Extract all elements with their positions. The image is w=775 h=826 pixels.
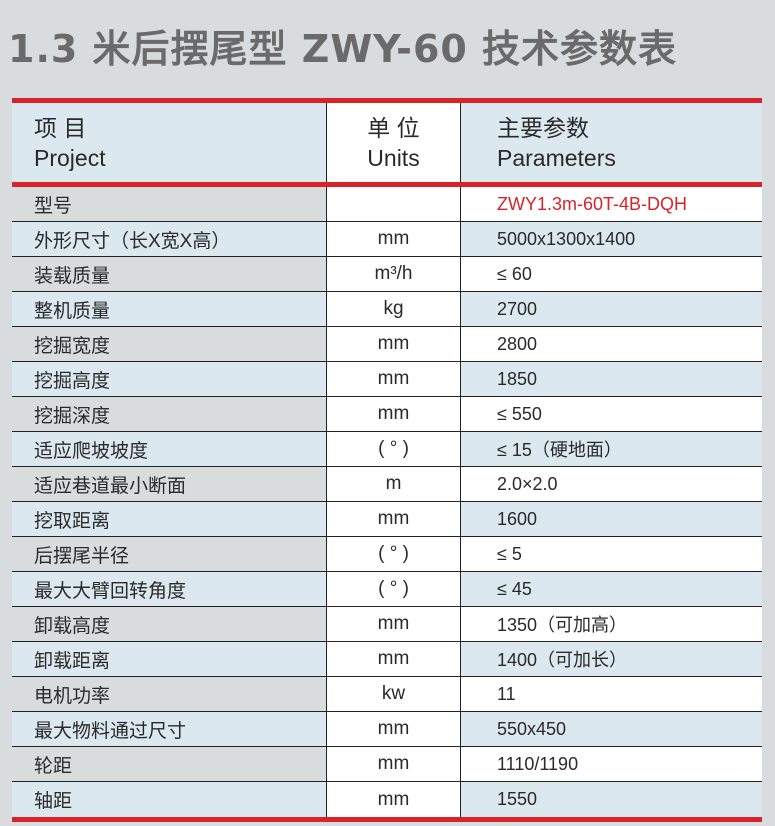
unit-cell: mm (327, 362, 461, 396)
item-cell: 最大大臂回转角度 (12, 572, 327, 606)
value-cell: 1350（可加高） (461, 607, 762, 641)
unit-cell: mm (327, 712, 461, 746)
value-cell: 2.0×2.0 (461, 467, 762, 501)
value-cell: 550x450 (461, 712, 762, 746)
table-row: 挖掘宽度 mm 2800 (12, 327, 762, 362)
value-cell: ZWY1.3m-60T-4B-DQH (461, 187, 762, 221)
table-row: 适应爬坡坡度( ° ) ≤ 15（硬地面） (12, 432, 762, 467)
table-row: 卸载高度 mm 1350（可加高） (12, 607, 762, 642)
header-params-en: Parameters (497, 144, 616, 171)
table-row: 轴距 mm 1550 (12, 782, 762, 817)
value-cell: ≤ 45 (461, 572, 762, 606)
unit-cell: mm (327, 607, 461, 641)
unit-cell: mm (327, 747, 461, 781)
item-cell: 挖掘宽度 (12, 327, 327, 361)
table-row: 型号 ZWY1.3m-60T-4B-DQH (12, 187, 762, 222)
unit-cell: m (327, 467, 461, 501)
spec-table: 项 目 Project 单 位 Units 主要参数 Parameters 型号… (12, 98, 762, 822)
unit-cell: m³/h (327, 257, 461, 291)
table-row: 挖取距离 mm 1600 (12, 502, 762, 537)
table-row: 装载质量 m³/h ≤ 60 (12, 257, 762, 292)
table-row: 卸载距离 mm 1400（可加长） (12, 642, 762, 677)
unit-cell: mm (327, 782, 461, 817)
header-units-cn: 单 位 (367, 114, 420, 141)
table-row: 最大物料通过尺寸 mm 550x450 (12, 712, 762, 747)
header-params-cn: 主要参数 (497, 114, 589, 141)
table-row: 适应巷道最小断面 m 2.0×2.0 (12, 467, 762, 502)
item-cell: 挖掘高度 (12, 362, 327, 396)
unit-cell: kw (327, 677, 461, 711)
header-units-en: Units (367, 144, 420, 171)
item-cell: 轮距 (12, 747, 327, 781)
item-cell: 整机质量 (12, 292, 327, 326)
header-units: 单 位 Units (327, 103, 461, 182)
item-cell: 电机功率 (12, 677, 327, 711)
table-row: 轮距 mm 1110/1190 (12, 747, 762, 782)
table-row: 整机质量 kg 2700 (12, 292, 762, 327)
value-cell: 1850 (461, 362, 762, 396)
value-cell: 11 (461, 677, 762, 711)
unit-cell: mm (327, 502, 461, 536)
item-cell: 后摆尾半径 (12, 537, 327, 571)
item-cell: 适应爬坡坡度 (12, 432, 327, 466)
header-parameters: 主要参数 Parameters (461, 103, 762, 182)
value-cell: 2700 (461, 292, 762, 326)
value-cell: 1600 (461, 502, 762, 536)
item-cell: 适应巷道最小断面 (12, 467, 327, 501)
value-cell: 1400（可加长） (461, 642, 762, 676)
unit-cell: mm (327, 327, 461, 361)
table-row: 外形尺寸（长X宽X高） mm 5000x1300x1400 (12, 222, 762, 257)
item-cell: 挖掘深度 (12, 397, 327, 431)
item-cell: 挖取距离 (12, 502, 327, 536)
item-cell: 型号 (12, 187, 327, 221)
item-cell: 卸载高度 (12, 607, 327, 641)
item-cell: 轴距 (12, 782, 327, 817)
value-cell: ≤ 15（硬地面） (461, 432, 762, 466)
page-title: 1.3 米后摆尾型 ZWY-60 技术参数表 (8, 27, 678, 71)
item-cell: 最大物料通过尺寸 (12, 712, 327, 746)
header-project-cn: 项 目 (34, 114, 87, 141)
unit-cell: kg (327, 292, 461, 326)
table-header: 项 目 Project 单 位 Units 主要参数 Parameters (12, 103, 762, 187)
header-project-en: Project (34, 144, 106, 171)
table-row: 挖掘高度 mm 1850 (12, 362, 762, 397)
value-cell: ≤ 60 (461, 257, 762, 291)
value-cell: ≤ 5 (461, 537, 762, 571)
unit-cell: ( ° ) (327, 572, 461, 606)
unit-cell: ( ° ) (327, 537, 461, 571)
item-cell: 卸载距离 (12, 642, 327, 676)
unit-cell (327, 187, 461, 221)
value-cell: 1110/1190 (461, 747, 762, 781)
item-cell: 外形尺寸（长X宽X高） (12, 222, 327, 256)
unit-cell: mm (327, 222, 461, 256)
table-row: 最大大臂回转角度( ° ) ≤ 45 (12, 572, 762, 607)
table-row: 电机功率 kw 11 (12, 677, 762, 712)
value-cell: 5000x1300x1400 (461, 222, 762, 256)
unit-cell: mm (327, 397, 461, 431)
unit-cell: mm (327, 642, 461, 676)
table-row: 挖掘深度 mm ≤ 550 (12, 397, 762, 432)
value-cell: ≤ 550 (461, 397, 762, 431)
table-row: 后摆尾半径( ° ) ≤ 5 (12, 537, 762, 572)
value-cell: 2800 (461, 327, 762, 361)
value-cell: 1550 (461, 782, 762, 817)
unit-cell: ( ° ) (327, 432, 461, 466)
header-project: 项 目 Project (12, 103, 327, 182)
item-cell: 装载质量 (12, 257, 327, 291)
